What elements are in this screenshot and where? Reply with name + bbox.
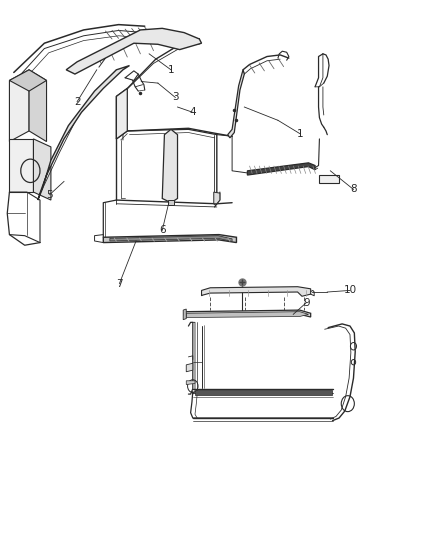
Polygon shape [186, 364, 193, 372]
Polygon shape [195, 390, 332, 395]
Polygon shape [33, 139, 51, 200]
Polygon shape [168, 200, 174, 205]
Polygon shape [183, 309, 186, 320]
Text: 7: 7 [116, 279, 123, 288]
Polygon shape [10, 70, 46, 91]
Text: 1: 1 [297, 128, 303, 139]
Text: 5: 5 [46, 190, 53, 200]
Polygon shape [201, 287, 311, 296]
Polygon shape [186, 312, 308, 318]
Polygon shape [29, 70, 46, 142]
Text: 4: 4 [190, 107, 196, 117]
Polygon shape [117, 88, 127, 139]
Polygon shape [214, 192, 220, 204]
Polygon shape [103, 235, 237, 243]
Text: 9: 9 [303, 297, 310, 308]
Polygon shape [228, 70, 244, 138]
Polygon shape [247, 163, 315, 175]
Polygon shape [186, 381, 195, 384]
Polygon shape [10, 139, 33, 192]
Text: 2: 2 [74, 96, 81, 107]
Polygon shape [38, 66, 130, 200]
Polygon shape [10, 70, 29, 142]
Text: 8: 8 [350, 184, 357, 195]
Text: 10: 10 [343, 286, 357, 295]
Text: 3: 3 [172, 92, 179, 102]
Polygon shape [319, 175, 339, 182]
Polygon shape [162, 130, 177, 203]
Text: 1: 1 [168, 65, 174, 75]
Polygon shape [184, 310, 311, 317]
Text: 6: 6 [159, 225, 166, 236]
Polygon shape [110, 236, 232, 241]
Polygon shape [66, 28, 201, 74]
